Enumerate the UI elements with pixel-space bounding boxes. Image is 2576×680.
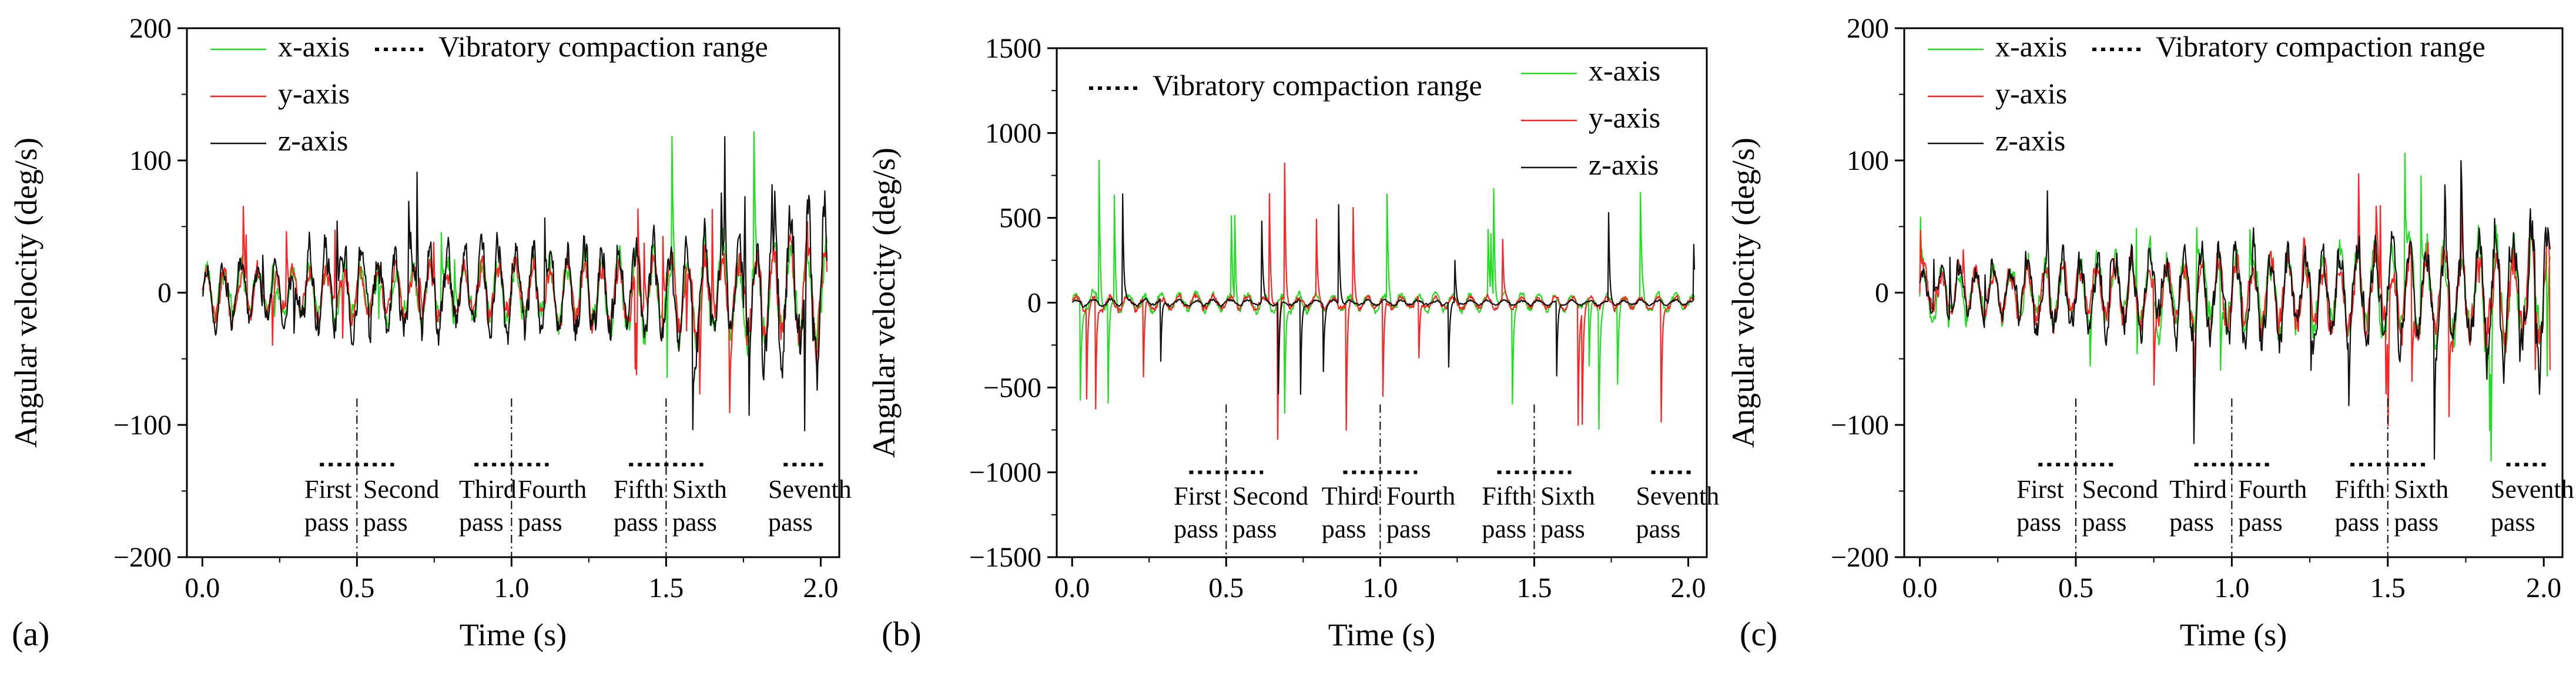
panel-b-annotation-5: Fifth pass <box>1482 482 1532 544</box>
panel-b-ytick-label-7: 1500 <box>985 33 1041 64</box>
panel-b-label: (b) <box>882 615 922 653</box>
panel-c-xlabel: Time (s) <box>2180 617 2287 652</box>
panel-a-annotation-5: Fifth pass <box>614 475 664 537</box>
panel-a-annotation-1: First pass <box>304 475 352 537</box>
panel-c-legend: x-axis y-axis z-axis Vibratory compaction r… <box>1928 30 2485 157</box>
panel-a-annotation-6: Sixth pass <box>672 475 727 537</box>
panel-b-ytick-label-3: −500 <box>983 372 1041 403</box>
panel-a-ytick-label-1: −200 <box>113 542 172 573</box>
panel-c-ytick-label-4: 100 <box>1847 145 1889 176</box>
panel-b-legend-range-label: Vibratory compaction range <box>1153 69 1482 102</box>
panel-b-ytick-label-4: 0 <box>1027 287 1041 319</box>
panel-c-xtick-label-5: 2.0 <box>2526 572 2561 604</box>
panel-a-xtick-label-2: 0.5 <box>339 572 374 604</box>
panel-a-ytick-label-3: 0 <box>158 277 172 309</box>
panel-b-annotation-7: Seventh pass <box>1636 482 1719 544</box>
panel-c-xtick-label-4: 1.5 <box>2370 572 2406 604</box>
panel-a-legend-x-axis-label: x-axis <box>278 30 350 63</box>
panel-c-annotation-2: Second pass <box>2082 475 2159 537</box>
panel-c-ytick-label-3: 0 <box>1875 277 1889 309</box>
panel-a-legend-y-axis-label: y-axis <box>278 77 350 110</box>
panel-c-label: (c) <box>1740 615 1777 653</box>
panel-c-series-z-axis-line <box>1919 160 2551 460</box>
panel-b-series-z-axis-line <box>1071 193 1696 396</box>
panel-b-legend-z-axis-label: z-axis <box>1589 148 1659 181</box>
panel-a-annotation-3: Third pass <box>459 475 517 537</box>
panel-c-annotation-4: Fourth pass <box>2238 475 2307 537</box>
panel-c-legend-x-axis-label: x-axis <box>1995 30 2067 63</box>
panel-b-ylabel: Angular velocity (deg/s) <box>866 148 902 458</box>
panel-c-legend-y-axis-label: y-axis <box>1995 77 2067 110</box>
panel-c-series-y-axis-line <box>1919 173 2551 427</box>
panel-b-xtick-label-3: 1.0 <box>1362 572 1398 604</box>
panel-a-xtick-label-5: 2.0 <box>803 572 838 604</box>
panel-c-annotation-6: Sixth pass <box>2394 475 2448 537</box>
panel-c-ytick-label-5: 200 <box>1847 13 1889 44</box>
panel-c-annotation-7: Seventh pass <box>2491 475 2574 537</box>
panel-b-annotation-3: Third pass <box>1322 482 1379 544</box>
panel-a-legend-range-label: Vibratory compaction range <box>438 30 768 63</box>
panel-b-ytick-label-5: 500 <box>999 203 1041 234</box>
panel-b-legend-x-axis-label: x-axis <box>1589 54 1660 87</box>
panel-c-ylabel: Angular velocity (deg/s) <box>1726 138 1761 448</box>
panel-b-series-group <box>1071 159 1696 440</box>
panel-a-xlabel: Time (s) <box>460 617 567 652</box>
panel-b-legend: x-axis y-axis z-axis Vibratory compaction r… <box>1089 54 1660 181</box>
panel-b-ytick-label-2: −1000 <box>969 457 1041 488</box>
panel-b-ytick-label-6: 1000 <box>985 118 1041 149</box>
panel-c-series-group <box>1919 152 2551 462</box>
panel-a-legend-z-axis-label: z-axis <box>278 124 348 157</box>
panel-a-annotation-4: Fourth pass <box>518 475 587 537</box>
panel-a-series-z-axis-line <box>202 136 828 432</box>
panel-a-series-group <box>202 131 828 432</box>
panel-c-xtick-label-1: 0.0 <box>1902 572 1938 604</box>
panel-b-annotation-6: Sixth pass <box>1540 482 1595 544</box>
panel-c-xtick-label-2: 0.5 <box>2058 572 2093 604</box>
panel-a-annotation-7: Seventh pass <box>768 475 852 537</box>
panel-a-ytick-label-5: 200 <box>129 13 172 44</box>
panel-a-xtick-label-4: 1.5 <box>648 572 684 604</box>
panel-b-xtick-label-1: 0.0 <box>1054 572 1090 604</box>
panel-c-legend-range-label: Vibratory compaction range <box>2156 30 2485 63</box>
panel-b-xtick-label-4: 1.5 <box>1516 572 1552 604</box>
panel-b-xlabel: Time (s) <box>1328 617 1436 652</box>
panel-a-annotation-2: Second pass <box>363 475 440 537</box>
panel-a-legend: x-axis y-axis z-axis Vibratory compaction r… <box>210 30 768 157</box>
panel-b-xtick-label-2: 0.5 <box>1208 572 1244 604</box>
panel-a-ylabel: Angular velocity (deg/s) <box>8 138 43 448</box>
panel-a-ytick-label-4: 100 <box>129 145 172 176</box>
panel-b-legend-y-axis-label: y-axis <box>1589 101 1660 134</box>
panel-a-ytick-label-2: −100 <box>113 410 172 441</box>
panel-a-xtick-label-3: 1.0 <box>494 572 529 604</box>
panel-b-annotation-2: Second pass <box>1232 482 1309 544</box>
panel-a-label: (a) <box>12 615 49 653</box>
panel-c-legend-z-axis-label: z-axis <box>1995 124 2065 157</box>
panel-b-ytick-label-1: −1500 <box>969 542 1041 573</box>
panel-b-annotation-4: Fourth pass <box>1386 482 1455 544</box>
panel-b-annotation-1: First pass <box>1174 482 1221 544</box>
panel-b-series-y-axis-line <box>1071 162 1695 440</box>
panel-c-annotation-1: First pass <box>2016 475 2064 537</box>
panel-c-annotation-5: Fifth pass <box>2335 475 2386 537</box>
panel-b-xtick-label-5: 2.0 <box>1671 572 1706 604</box>
panel-c-annotation-3: Third pass <box>2169 475 2227 537</box>
panel-c-ytick-label-1: −200 <box>1831 542 1889 573</box>
panel-c-ytick-label-2: −100 <box>1831 410 1889 441</box>
panel-a-xtick-label-1: 0.0 <box>185 572 220 604</box>
panel-c-xtick-label-3: 1.0 <box>2214 572 2249 604</box>
